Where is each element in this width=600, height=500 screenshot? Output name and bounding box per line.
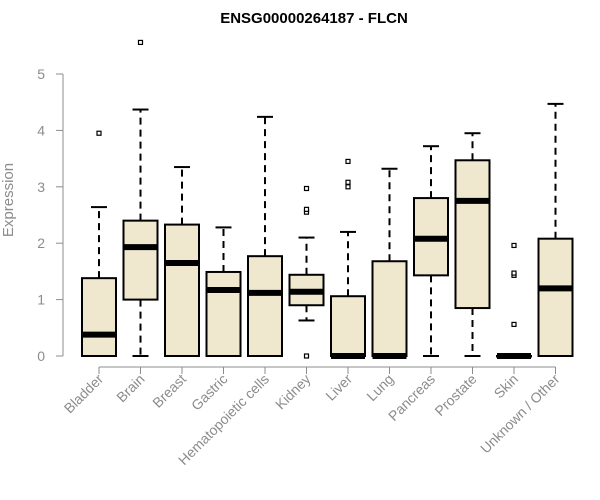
box-liver	[330, 158, 366, 359]
x-tick-label: Bladder	[61, 371, 107, 417]
box-pancreas	[413, 145, 449, 357]
box	[81, 277, 117, 357]
box-kidney	[288, 185, 325, 359]
box-gastric	[205, 226, 242, 357]
boxes-group	[81, 39, 574, 359]
y-tick-label: 0	[37, 348, 45, 364]
x-tick-label: Brain	[113, 371, 147, 405]
box	[537, 237, 574, 357]
outlier-point	[303, 353, 310, 359]
chart-title: ENSG00000264187 - FLCN	[220, 10, 408, 27]
outlier-point	[137, 39, 144, 46]
box-bladder	[81, 130, 117, 357]
y-axis: 0 1 2 3 4 5	[37, 66, 64, 364]
y-tick-label: 2	[37, 235, 45, 251]
x-tick-label: Lung	[363, 371, 396, 404]
outlier-point	[345, 184, 351, 190]
x-tick-label: Liver	[322, 371, 355, 404]
box-hematopoietic-cells	[247, 115, 283, 357]
outlier-point	[511, 242, 517, 249]
outlier-point	[345, 158, 351, 165]
box-brain	[122, 39, 159, 357]
outlier-point	[303, 206, 310, 212]
box-breast	[164, 166, 200, 357]
box-unknown-other	[537, 102, 574, 357]
x-tick-label: Prostate	[431, 371, 479, 419]
box	[122, 219, 159, 301]
box	[371, 260, 408, 357]
box	[330, 295, 366, 358]
box-prostate	[454, 132, 491, 357]
y-tick-label: 5	[37, 66, 45, 82]
outlier-point	[303, 185, 310, 192]
outlier-point	[345, 179, 351, 185]
x-tick-label: Skin	[491, 371, 522, 402]
x-tick-label: Unknown / Other	[477, 371, 563, 457]
outlier-point	[511, 321, 517, 328]
y-tick-label: 4	[37, 122, 45, 138]
box	[247, 255, 283, 357]
y-tick-label: 1	[37, 292, 45, 308]
outlier-point	[96, 130, 102, 136]
box	[205, 270, 242, 357]
outlier-point	[511, 270, 517, 276]
box	[454, 159, 491, 310]
y-tick-label: 3	[37, 179, 45, 195]
box-skin	[496, 242, 532, 359]
box	[164, 223, 200, 357]
box-lung	[371, 167, 408, 359]
x-tick-label: Kidney	[272, 371, 314, 413]
y-axis-label: Expression	[0, 163, 17, 237]
x-tick-label: Breast	[149, 371, 189, 411]
